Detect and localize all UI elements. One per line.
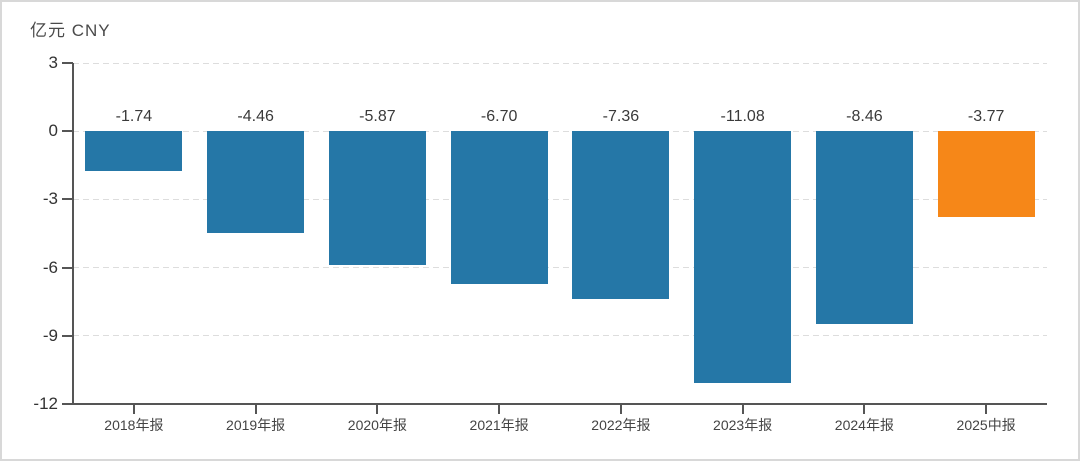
y-axis-unit-label: 亿元 CNY <box>30 21 111 40</box>
x-axis-tick-label: 2022年报 <box>591 417 651 433</box>
y-axis-tick-mark <box>62 266 73 269</box>
y-axis-tick-label: -12 <box>33 394 58 413</box>
gridline <box>73 198 1047 200</box>
x-axis-tick-mark <box>619 405 622 414</box>
y-axis-line <box>72 63 74 404</box>
bar-value-label: -8.46 <box>846 108 883 126</box>
x-axis-tick-label: 2025中报 <box>956 417 1016 433</box>
bar-value-label: -7.36 <box>602 108 640 126</box>
x-axis-tick-label: 2019年报 <box>226 417 286 433</box>
bar-value-label: -3.77 <box>967 108 1005 126</box>
x-axis-tick-mark <box>741 405 744 414</box>
y-axis-tick-label: 0 <box>48 121 58 141</box>
x-axis-tick-mark <box>498 405 501 414</box>
x-axis-tick-label: 2021年报 <box>469 417 529 433</box>
x-axis-tick-label: 2024年报 <box>834 417 894 433</box>
y-axis-tick-label: -6 <box>42 257 58 277</box>
x-axis-tick-mark <box>132 405 135 414</box>
bar-value-label: -6.70 <box>480 108 518 126</box>
gridline <box>73 267 1047 269</box>
bar-2023年报[interactable] <box>694 131 792 384</box>
gridline <box>73 335 1047 337</box>
x-axis-tick-label: 2018年报 <box>104 417 164 433</box>
bar-value-label: -4.46 <box>237 108 274 126</box>
y-axis-tick-mark <box>62 130 73 133</box>
gridline <box>73 130 1047 132</box>
bar-value-label: -11.08 <box>720 108 765 126</box>
x-axis-tick-mark <box>254 405 257 414</box>
bar-value-label: -5.87 <box>359 108 396 126</box>
bar-2022年报[interactable] <box>572 131 670 299</box>
bar-2018年报[interactable] <box>85 131 183 171</box>
x-axis-tick-mark <box>376 405 379 414</box>
y-axis-tick-label: 3 <box>48 53 58 72</box>
x-axis-tick-mark <box>985 405 988 414</box>
bar-2019年报[interactable] <box>207 131 305 233</box>
x-axis-tick-mark <box>863 405 866 414</box>
bar-2021年报[interactable] <box>450 131 548 284</box>
y-axis-tick-mark <box>62 334 73 337</box>
x-axis-tick-label: 2020年报 <box>347 417 407 433</box>
x-axis-tick-label: 2023年报 <box>713 417 773 433</box>
y-axis-tick-mark <box>62 62 73 64</box>
gridline <box>73 62 1047 64</box>
x-axis-line <box>73 403 1047 405</box>
y-axis-tick-label: -9 <box>42 325 58 345</box>
y-axis-tick-mark <box>62 198 73 201</box>
bar-2020年报[interactable] <box>328 131 426 265</box>
y-axis-tick-label: -3 <box>42 189 58 209</box>
bar-2025中报[interactable] <box>937 131 1035 217</box>
bar-value-label: -1.74 <box>115 108 153 126</box>
bar-2024年报[interactable] <box>815 131 913 324</box>
y-axis-tick-mark <box>62 403 73 405</box>
